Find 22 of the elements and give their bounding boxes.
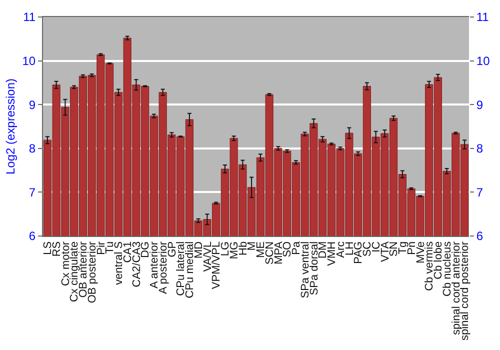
y2-tick-label: 10 — [476, 54, 490, 68]
y-tick-label: 10 — [22, 54, 36, 68]
x-tick-label: A posterior — [157, 241, 170, 294]
y2-tick-label: 8 — [476, 142, 484, 156]
y2-tick-label: 6 — [476, 229, 484, 244]
y2-tick-label: 9 — [476, 98, 484, 112]
x-tick-label: Cb nucleus — [441, 240, 454, 296]
x-tick-label: RS — [50, 241, 63, 257]
y2-tick-label: 7 — [476, 185, 484, 200]
x-tick-label: Arc — [334, 240, 347, 258]
x-tick-label: SCN — [264, 241, 276, 265]
x-tick-label: spinal cord posterior — [459, 241, 472, 340]
x-tick-label: OB posterior — [86, 241, 98, 304]
y-tick-label: 11 — [23, 10, 36, 24]
y2-tick-label: 11 — [476, 10, 490, 24]
x-tick-label: IC — [370, 241, 382, 252]
y-tick-label: 9 — [28, 98, 36, 112]
x-tick-label: Tg — [397, 241, 410, 254]
y-tick-label: 8 — [28, 142, 36, 156]
y-tick-label: 6 — [28, 229, 36, 244]
y-axis-title: Log2 (expression) — [4, 78, 18, 175]
y-tick-label: 7 — [28, 185, 36, 200]
